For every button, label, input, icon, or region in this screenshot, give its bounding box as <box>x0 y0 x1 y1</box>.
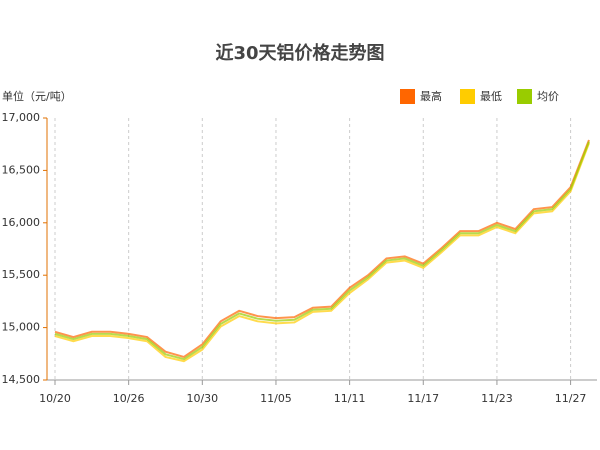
series-line <box>54 139 590 359</box>
x-tick-label: 10/20 <box>39 392 71 405</box>
legend-swatch <box>460 89 475 104</box>
x-tick-label: 11/11 <box>334 392 366 405</box>
series-line <box>54 141 590 361</box>
chart-title: 近30天铝价格走势图 <box>215 42 384 64</box>
y-tick-label: 17,000 <box>2 111 41 124</box>
y-tick-label: 15,500 <box>2 268 41 281</box>
y-tick-label: 16,500 <box>2 163 41 176</box>
x-tick-label: 11/05 <box>260 392 292 405</box>
legend-swatch <box>400 89 415 104</box>
x-tick-label: 10/30 <box>186 392 218 405</box>
y-tick-label: 14,500 <box>2 373 41 386</box>
x-tick-label: 11/17 <box>407 392 439 405</box>
y-axis-label: 单位（元/吨） <box>2 89 72 103</box>
legend-label: 最高 <box>420 89 442 103</box>
x-tick-label: 11/27 <box>555 392 587 405</box>
series-line <box>54 142 590 363</box>
legend-label: 最低 <box>480 90 502 103</box>
x-tick-label: 10/26 <box>113 392 145 405</box>
y-tick-label: 16,000 <box>2 216 41 229</box>
legend-swatch <box>517 89 532 104</box>
x-tick-label: 11/23 <box>481 392 513 405</box>
legend-label: 均价 <box>537 90 559 103</box>
y-tick-label: 15,000 <box>2 321 41 334</box>
